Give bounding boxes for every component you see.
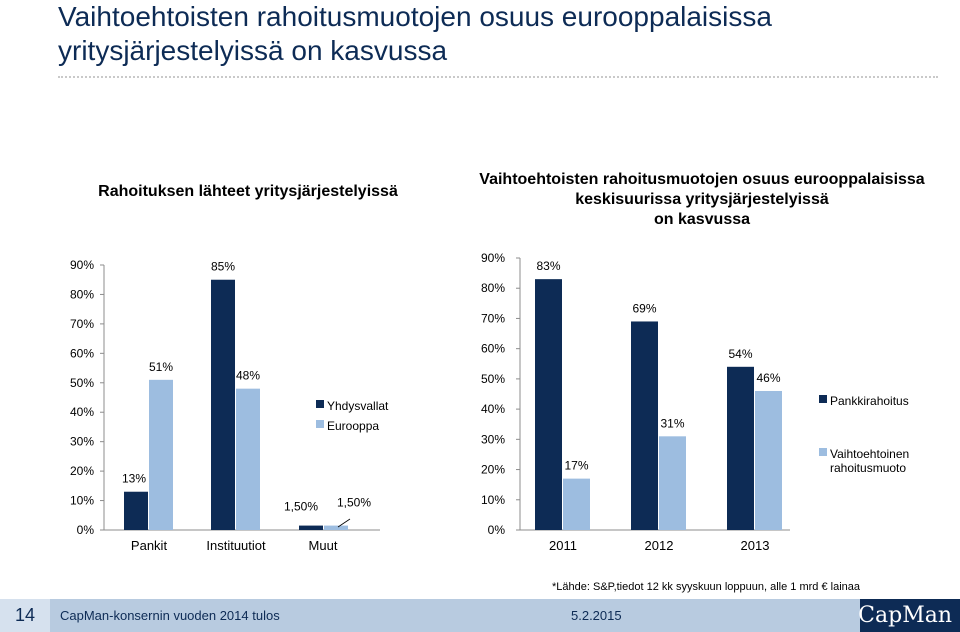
y-tick-label: 0% [77,523,95,537]
y-tick-label: 10% [481,493,505,507]
data-label: 46% [756,371,780,385]
bar-pankkirahoitus-2011 [535,279,562,530]
legend-label: Vaihtoehtoinen [830,447,909,461]
y-tick-label: 40% [70,405,94,419]
y-tick-label: 10% [70,494,94,508]
title-divider [58,76,938,78]
bar-yhdysvallat-pankit [124,491,148,530]
x-tick-label: Instituutiot [206,538,266,553]
bar-yhdysvallat-muut [299,525,323,530]
data-label: 69% [632,301,656,315]
data-label: 85% [211,260,235,274]
x-tick-label: 2012 [645,538,674,553]
legend-swatch [819,448,827,456]
bar-eurooppa-muut [324,525,348,530]
y-tick-label: 60% [70,346,94,360]
chart-2-title-line: on kasvussa [654,211,750,228]
data-label: 31% [660,416,684,430]
data-label: 13% [122,472,146,486]
data-label: 17% [564,459,588,473]
source-note: *Lähde: S&P,tiedot 12 kk syyskuun loppuu… [552,581,860,593]
bar-pankkirahoitus-2012 [631,321,658,530]
bar-vaihtoehtoinen-rahoitusmuoto-2012 [659,436,686,530]
chart-2-title-line: keskisuurissa yritysjärjestelyissä [575,191,829,208]
y-tick-label: 50% [70,376,94,390]
y-tick-label: 60% [481,342,505,356]
x-tick-label: 2013 [741,538,770,553]
y-tick-label: 30% [70,435,94,449]
page-title: Vaihtoehtoisten rahoitusmuotojen osuus e… [58,1,772,66]
x-tick-label: Muut [309,538,338,553]
chart-2-title-line: Vaihtoehtoisten rahoitusmuotojen osuus e… [479,171,925,188]
bar-eurooppa-pankit [149,379,173,530]
legend-label: Yhdysvallat [327,399,389,413]
footer-date: 5.2.2015 [571,608,622,623]
y-tick-label: 90% [481,251,505,265]
footer-company: CapMan-konsernin vuoden 2014 tulos [60,608,280,623]
bar-yhdysvallat-instituutiot [211,279,235,530]
label-leader-line [337,518,351,528]
data-label: 51% [149,360,173,374]
legend-label: Eurooppa [327,419,379,433]
y-tick-label: 20% [481,463,505,477]
capman-logo: CapMan [858,603,952,628]
bar-pankkirahoitus-2013 [727,366,754,530]
data-label: 83% [536,259,560,273]
bar-eurooppa-instituutiot [236,388,260,530]
legend-swatch [316,420,324,428]
y-tick-label: 50% [481,372,505,386]
charts-area: Rahoituksen lähteet yritysjärjestelyissä… [70,171,925,553]
legend-swatch [316,400,324,408]
y-tick-label: 40% [481,402,505,416]
legend-label: rahoitusmuoto [830,461,906,475]
data-label: 54% [728,347,752,361]
data-label: 1,50% [284,500,318,514]
data-label: 1,50% [337,496,371,510]
x-tick-label: Pankit [131,538,168,553]
legend-label: Pankkirahoitus [830,394,909,408]
legend-swatch [819,395,827,403]
y-tick-label: 80% [481,281,505,295]
y-tick-label: 70% [70,317,94,331]
bar-vaihtoehtoinen-rahoitusmuoto-2013 [755,390,782,530]
footer-bar: 14 CapMan-konsernin vuoden 2014 tulos 5.… [0,599,960,632]
data-label: 48% [236,369,260,383]
y-tick-label: 30% [481,432,505,446]
y-tick-label: 70% [481,311,505,325]
bar-vaihtoehtoinen-rahoitusmuoto-2011 [563,478,590,530]
x-tick-label: 2011 [549,538,577,553]
page-number: 14 [0,599,50,632]
y-tick-label: 80% [70,287,94,301]
y-tick-label: 0% [488,523,506,537]
logo-box: CapMan [858,599,960,632]
y-tick-label: 20% [70,464,94,478]
y-tick-label: 90% [70,258,94,272]
chart-1-title: Rahoituksen lähteet yritysjärjestelyissä [98,183,398,200]
